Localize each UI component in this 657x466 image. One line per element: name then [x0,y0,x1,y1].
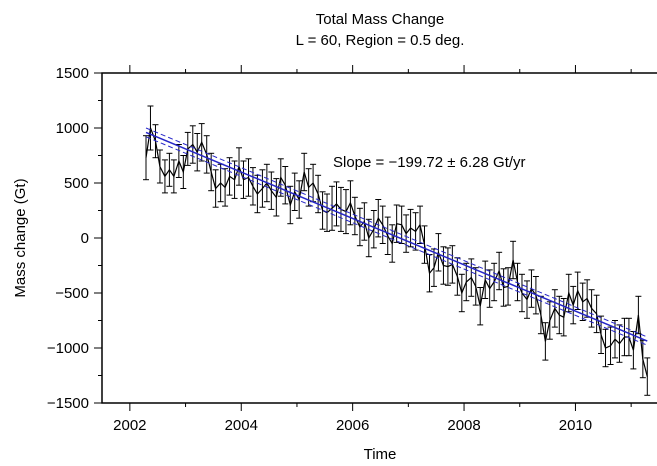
plot-area [143,105,651,396]
axes: 2002 2004 2006 2008 2010 −1500 −1000 −500 0 500 10… [47,65,632,434]
y-tick-label: 0 [81,230,89,247]
chart-title: Total Mass Change [316,11,444,28]
y-axis-label: Mass change (Gt) [12,178,29,297]
x-tick-label: 2004 [225,417,258,434]
x-axis-label: Time [364,446,397,463]
x-tick-label: 2002 [113,417,146,434]
plot-frame [101,72,657,404]
y-tick-label: −1500 [47,395,89,412]
trend-lower-bound-line [145,136,648,346]
y-tick-label: 1500 [56,65,89,82]
chart-subtitle: L = 60, Region = 0.5 deg. [296,32,465,49]
y-tick-label: −500 [55,285,89,302]
mass-change-series-line [145,125,648,377]
trend-upper-bound-line [145,127,648,338]
x-tick-label: 2006 [336,417,369,434]
x-tick-label: 2008 [447,417,480,434]
trend-line [145,131,648,342]
y-tick-label: 500 [64,175,89,192]
slope-annotation: Slope = −199.72 ± 6.28 Gt/yr [333,154,526,171]
y-tick-label: −1000 [47,340,89,357]
x-tick-label: 2010 [559,417,592,434]
y-tick-label: 1000 [56,120,89,137]
